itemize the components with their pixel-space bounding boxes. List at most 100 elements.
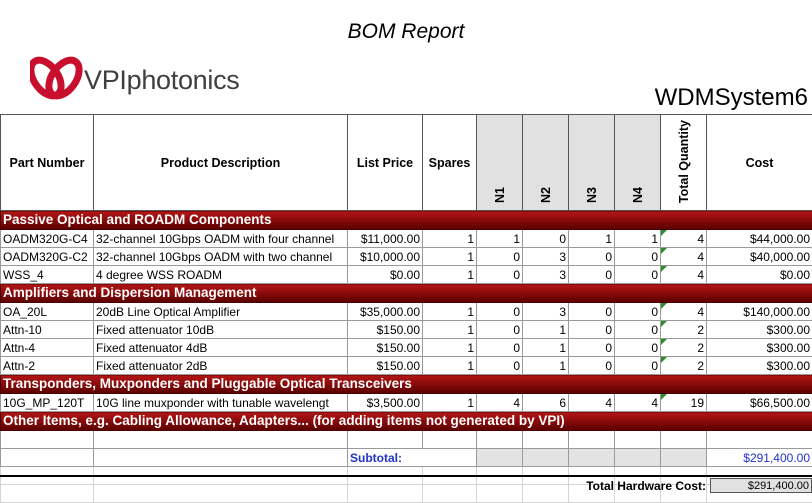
description-cell[interactable]: 32-channel 10Gbps OADM with two channel: [94, 248, 348, 266]
part-number-cell[interactable]: Attn-4: [1, 339, 94, 357]
n4-cell[interactable]: 0: [615, 303, 661, 321]
table-row: 10G_MP_120T 10G line muxponder with tuna…: [1, 394, 812, 412]
n2-cell[interactable]: 1: [523, 357, 569, 375]
empty-cell[interactable]: [423, 431, 477, 449]
empty-cell[interactable]: [1, 431, 94, 449]
n2-cell[interactable]: 0: [523, 230, 569, 248]
table-row: Attn-2 Fixed attenuator 2dB $150.00 1 0 …: [1, 357, 812, 375]
spares-cell[interactable]: 1: [423, 266, 477, 284]
spares-cell[interactable]: 1: [423, 357, 477, 375]
n1-cell[interactable]: 0: [477, 303, 523, 321]
cost-cell[interactable]: $40,000.00: [707, 248, 812, 266]
empty-cell[interactable]: [569, 431, 615, 449]
total-quantity-cell[interactable]: 19: [661, 394, 707, 412]
spares-cell[interactable]: 1: [423, 339, 477, 357]
part-number-cell[interactable]: OADM320G-C4: [1, 230, 94, 248]
part-number-cell[interactable]: Attn-10: [1, 321, 94, 339]
empty-cell[interactable]: [94, 431, 348, 449]
n3-cell[interactable]: 0: [569, 357, 615, 375]
spares-cell[interactable]: 1: [423, 394, 477, 412]
empty-cell[interactable]: [661, 431, 707, 449]
list-price-cell[interactable]: $150.00: [348, 357, 423, 375]
empty-cell[interactable]: [477, 431, 523, 449]
empty-cell[interactable]: [523, 431, 569, 449]
empty-cell[interactable]: [348, 431, 423, 449]
total-quantity-cell[interactable]: 2: [661, 339, 707, 357]
part-number-cell[interactable]: OA_20L: [1, 303, 94, 321]
list-price-cell[interactable]: $3,500.00: [348, 394, 423, 412]
part-number-cell[interactable]: 10G_MP_120T: [1, 394, 94, 412]
cost-cell[interactable]: $300.00: [707, 339, 812, 357]
description-cell[interactable]: 20dB Line Optical Amplifier: [94, 303, 348, 321]
cost-cell[interactable]: $0.00: [707, 266, 812, 284]
header-n4-label: N4: [630, 187, 646, 203]
cost-cell[interactable]: $44,000.00: [707, 230, 812, 248]
spares-cell[interactable]: 1: [423, 248, 477, 266]
empty-cell[interactable]: [707, 431, 812, 449]
n4-cell[interactable]: 0: [615, 339, 661, 357]
n1-cell[interactable]: 0: [477, 266, 523, 284]
n3-cell[interactable]: 0: [569, 248, 615, 266]
cost-cell[interactable]: $140,000.00: [707, 303, 812, 321]
n2-cell[interactable]: 3: [523, 303, 569, 321]
empty-cell[interactable]: [615, 431, 661, 449]
header-row: Part Number Product Description List Pri…: [1, 115, 812, 211]
n4-cell[interactable]: 0: [615, 357, 661, 375]
n4-cell[interactable]: 4: [615, 394, 661, 412]
table-row: OA_20L 20dB Line Optical Amplifier $35,0…: [1, 303, 812, 321]
n1-cell[interactable]: 0: [477, 248, 523, 266]
n4-cell[interactable]: 0: [615, 266, 661, 284]
total-quantity-cell[interactable]: 2: [661, 321, 707, 339]
subtotal-row: Subtotal: $291,400.00: [1, 449, 812, 467]
list-price-cell[interactable]: $150.00: [348, 339, 423, 357]
n4-cell[interactable]: 0: [615, 248, 661, 266]
description-cell[interactable]: Fixed attenuator 4dB: [94, 339, 348, 357]
empty-cell: [94, 449, 348, 467]
n1-cell[interactable]: 0: [477, 357, 523, 375]
description-cell[interactable]: 32-channel 10Gbps OADM with four channel: [94, 230, 348, 248]
spares-cell[interactable]: 1: [423, 321, 477, 339]
list-price-cell[interactable]: $0.00: [348, 266, 423, 284]
part-number-cell[interactable]: Attn-2: [1, 357, 94, 375]
description-cell[interactable]: Fixed attenuator 2dB: [94, 357, 348, 375]
n3-cell[interactable]: 0: [569, 339, 615, 357]
total-quantity-cell[interactable]: 4: [661, 266, 707, 284]
cost-cell[interactable]: $300.00: [707, 357, 812, 375]
total-quantity-cell[interactable]: 2: [661, 357, 707, 375]
n3-cell[interactable]: 0: [569, 303, 615, 321]
n1-cell[interactable]: 0: [477, 321, 523, 339]
n3-cell[interactable]: 0: [569, 266, 615, 284]
part-number-cell[interactable]: OADM320G-C2: [1, 248, 94, 266]
n1-cell[interactable]: 1: [477, 230, 523, 248]
list-price-cell[interactable]: $150.00: [348, 321, 423, 339]
n4-cell[interactable]: 1: [615, 230, 661, 248]
n3-cell[interactable]: 1: [569, 230, 615, 248]
total-quantity-cell[interactable]: 4: [661, 248, 707, 266]
total-quantity-cell[interactable]: 4: [661, 230, 707, 248]
spares-cell[interactable]: 1: [423, 303, 477, 321]
list-price-cell[interactable]: $35,000.00: [348, 303, 423, 321]
description-cell[interactable]: 10G line muxponder with tunable waveleng…: [94, 394, 348, 412]
n2-cell[interactable]: 3: [523, 248, 569, 266]
n4-cell[interactable]: 0: [615, 321, 661, 339]
spares-cell[interactable]: 1: [423, 230, 477, 248]
description-cell[interactable]: 4 degree WSS ROADM: [94, 266, 348, 284]
n2-cell[interactable]: 1: [523, 321, 569, 339]
empty-cell: [523, 449, 569, 467]
total-quantity-cell[interactable]: 4: [661, 303, 707, 321]
n3-cell[interactable]: 4: [569, 394, 615, 412]
header-n4: N4: [615, 115, 661, 211]
n2-cell[interactable]: 1: [523, 339, 569, 357]
description-cell[interactable]: Fixed attenuator 10dB: [94, 321, 348, 339]
part-number-cell[interactable]: WSS_4: [1, 266, 94, 284]
cost-cell[interactable]: $66,500.00: [707, 394, 812, 412]
n3-cell[interactable]: 0: [569, 321, 615, 339]
cost-cell[interactable]: $300.00: [707, 321, 812, 339]
section-title: Amplifiers and Dispersion Management: [1, 284, 812, 303]
n1-cell[interactable]: 0: [477, 339, 523, 357]
n2-cell[interactable]: 6: [523, 394, 569, 412]
n2-cell[interactable]: 3: [523, 266, 569, 284]
n1-cell[interactable]: 4: [477, 394, 523, 412]
list-price-cell[interactable]: $11,000.00: [348, 230, 423, 248]
list-price-cell[interactable]: $10,000.00: [348, 248, 423, 266]
